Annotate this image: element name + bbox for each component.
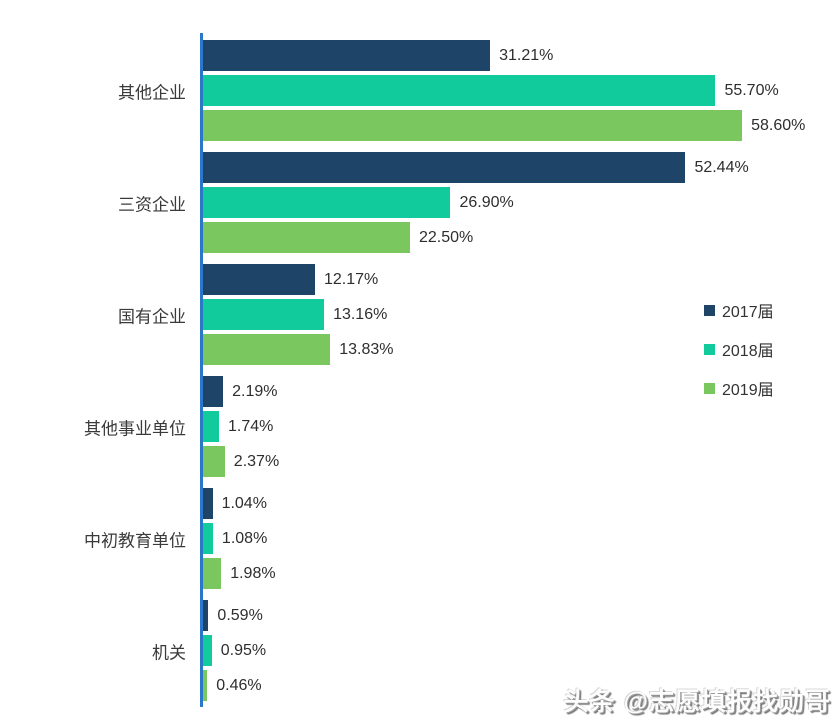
legend-label: 2018届	[722, 343, 774, 360]
value-label: 58.60%	[751, 116, 806, 134]
bar-row: 0.46%	[203, 670, 805, 701]
bar-2017届-其他企业	[203, 40, 491, 71]
value-label: 22.50%	[419, 228, 474, 246]
bar-2017届-国有企业	[203, 264, 315, 295]
value-label: 2.19%	[232, 382, 278, 400]
bar-row: 1.08%	[203, 523, 805, 554]
bar-row: 31.21%	[203, 40, 805, 71]
legend-label: 2017届	[722, 304, 774, 321]
bar-row: 52.44%	[203, 152, 805, 183]
value-label: 1.08%	[221, 529, 268, 547]
bar-group: 三资企业 52.44% 26.90% 22.50%	[118, 152, 805, 253]
bar-row: 1.74%	[203, 411, 805, 442]
value-label: 55.70%	[724, 81, 779, 99]
bar-2018届-其他事业单位	[203, 411, 219, 442]
bar-row: 55.70%	[203, 75, 805, 106]
bar-2019届-其他企业	[203, 110, 743, 141]
legend-item-2017届: 2017届	[704, 299, 774, 321]
value-label: 0.46%	[216, 676, 262, 694]
bar-2019届-国有企业	[203, 334, 331, 365]
bar-row: 0.95%	[203, 635, 805, 666]
bar-row: 12.17%	[203, 264, 805, 295]
bar-row: 2.19%	[203, 376, 805, 407]
value-label: 0.59%	[217, 606, 263, 624]
value-label: 2.37%	[233, 452, 280, 470]
legend-label: 2019届	[722, 382, 774, 399]
value-label: 1.04%	[221, 494, 267, 512]
legend-swatch-icon	[704, 304, 715, 316]
bar-2019届-其他事业单位	[203, 446, 225, 477]
category-label: 国有企业	[118, 307, 186, 326]
bar-row: 13.83%	[203, 334, 805, 365]
legend-swatch-icon	[704, 343, 715, 355]
y-axis-line	[200, 33, 203, 707]
value-label: 26.90%	[459, 193, 514, 211]
bar-2018届-三资企业	[203, 187, 451, 218]
legend-swatch-icon	[704, 382, 715, 394]
bar-row: 26.90%	[203, 187, 805, 218]
bar-2018届-机关	[203, 635, 212, 666]
bar-2019届-机关	[203, 670, 208, 701]
bar-2019届-三资企业	[203, 222, 410, 253]
bar-group: 机关 0.59% 0.95% 0.46%	[152, 600, 805, 701]
bar-row: 1.98%	[203, 558, 805, 589]
bar-2018届-中初教育单位	[203, 523, 213, 554]
category-label: 其他事业单位	[84, 419, 186, 438]
value-label: 13.83%	[339, 340, 394, 358]
value-label: 1.74%	[228, 417, 274, 435]
bar-2019届-中初教育单位	[203, 558, 222, 589]
bar-row: 0.59%	[203, 600, 805, 631]
plot-area: 其他企业 31.21% 55.70% 58.60% 三资企业 52.44% 26.90% 22…	[84, 33, 805, 707]
bar-group: 其他事业单位 2.19% 1.74% 2.37%	[84, 376, 805, 477]
bar-2018届-其他企业	[203, 75, 716, 106]
bar-2017届-机关	[203, 600, 209, 631]
bar-row: 13.16%	[203, 299, 805, 330]
bar-2018届-国有企业	[203, 299, 325, 330]
bar-2017届-中初教育单位	[203, 488, 213, 519]
value-label: 0.95%	[220, 641, 267, 659]
bar-2017届-三资企业	[203, 152, 686, 183]
bar-row: 22.50%	[203, 222, 805, 253]
bar-2017届-其他事业单位	[203, 376, 224, 407]
legend-item-2019届: 2019届	[704, 377, 774, 399]
bar-group: 国有企业 12.17% 13.16% 13.83%	[118, 264, 805, 365]
category-label: 中初教育单位	[84, 531, 186, 550]
category-label: 三资企业	[118, 195, 186, 214]
category-label: 其他企业	[118, 83, 186, 102]
watermark: 头条 @志愿填报找勋哥	[563, 688, 831, 716]
value-label: 1.98%	[230, 564, 276, 582]
value-label: 12.17%	[323, 270, 379, 288]
legend: 2017届 2018届 2019届	[704, 299, 774, 399]
bar-row: 1.04%	[203, 488, 805, 519]
value-label: 13.16%	[333, 305, 388, 323]
category-label: 机关	[152, 643, 186, 662]
bar-group: 中初教育单位 1.04% 1.08% 1.98%	[84, 488, 805, 589]
value-label: 52.44%	[694, 158, 749, 176]
value-label: 31.21%	[499, 46, 554, 64]
bar-row: 58.60%	[203, 110, 805, 141]
bar-group: 其他企业 31.21% 55.70% 58.60%	[118, 40, 805, 141]
bar-row: 2.37%	[203, 446, 805, 477]
legend-item-2018届: 2018届	[704, 338, 774, 360]
